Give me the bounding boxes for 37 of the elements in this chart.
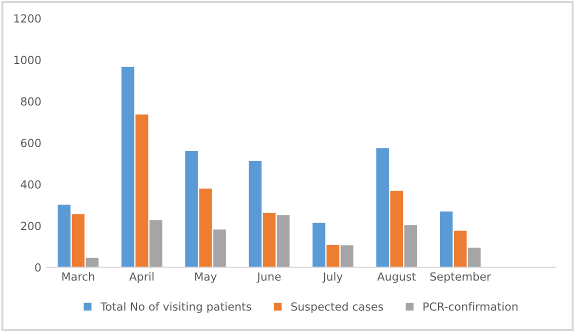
bar — [150, 220, 162, 268]
y-tick-label: 1200 — [14, 14, 41, 23]
bar — [135, 114, 148, 268]
bar — [72, 214, 85, 268]
x-tick-label: July — [322, 272, 343, 283]
x-tick-label: September — [430, 272, 492, 283]
bar — [390, 190, 403, 268]
legend-label: Total No of visiting patients — [100, 302, 252, 313]
bar — [185, 151, 198, 268]
x-tick-label: April — [129, 272, 154, 283]
x-tick-label: March — [62, 272, 94, 281]
bar — [248, 161, 262, 268]
bar — [213, 229, 226, 268]
x-tick-label: August — [377, 272, 416, 283]
bar — [440, 211, 453, 268]
bar — [468, 248, 481, 268]
x-tick-label: May — [195, 272, 217, 283]
legend-label: Suspected cases — [291, 302, 384, 313]
bar — [340, 245, 354, 268]
bar — [454, 230, 467, 268]
bar — [121, 66, 134, 268]
bar — [262, 212, 276, 268]
bar — [199, 188, 212, 268]
y-tick-label: 600 — [21, 138, 41, 148]
y-tick-label: 1000 — [14, 56, 41, 64]
y-tick-label: 200 — [21, 222, 41, 230]
bar — [276, 215, 290, 268]
legend-label: PCR-confirmation — [424, 302, 518, 311]
y-tick-label: 800 — [21, 97, 41, 106]
bar — [326, 245, 340, 268]
y-tick-label: 0 — [35, 263, 41, 272]
bar — [312, 222, 326, 268]
x-tick-label: June — [256, 272, 281, 283]
y-tick-label: 400 — [20, 180, 41, 189]
bar — [404, 225, 417, 268]
bar — [376, 148, 389, 268]
bar — [58, 204, 71, 268]
